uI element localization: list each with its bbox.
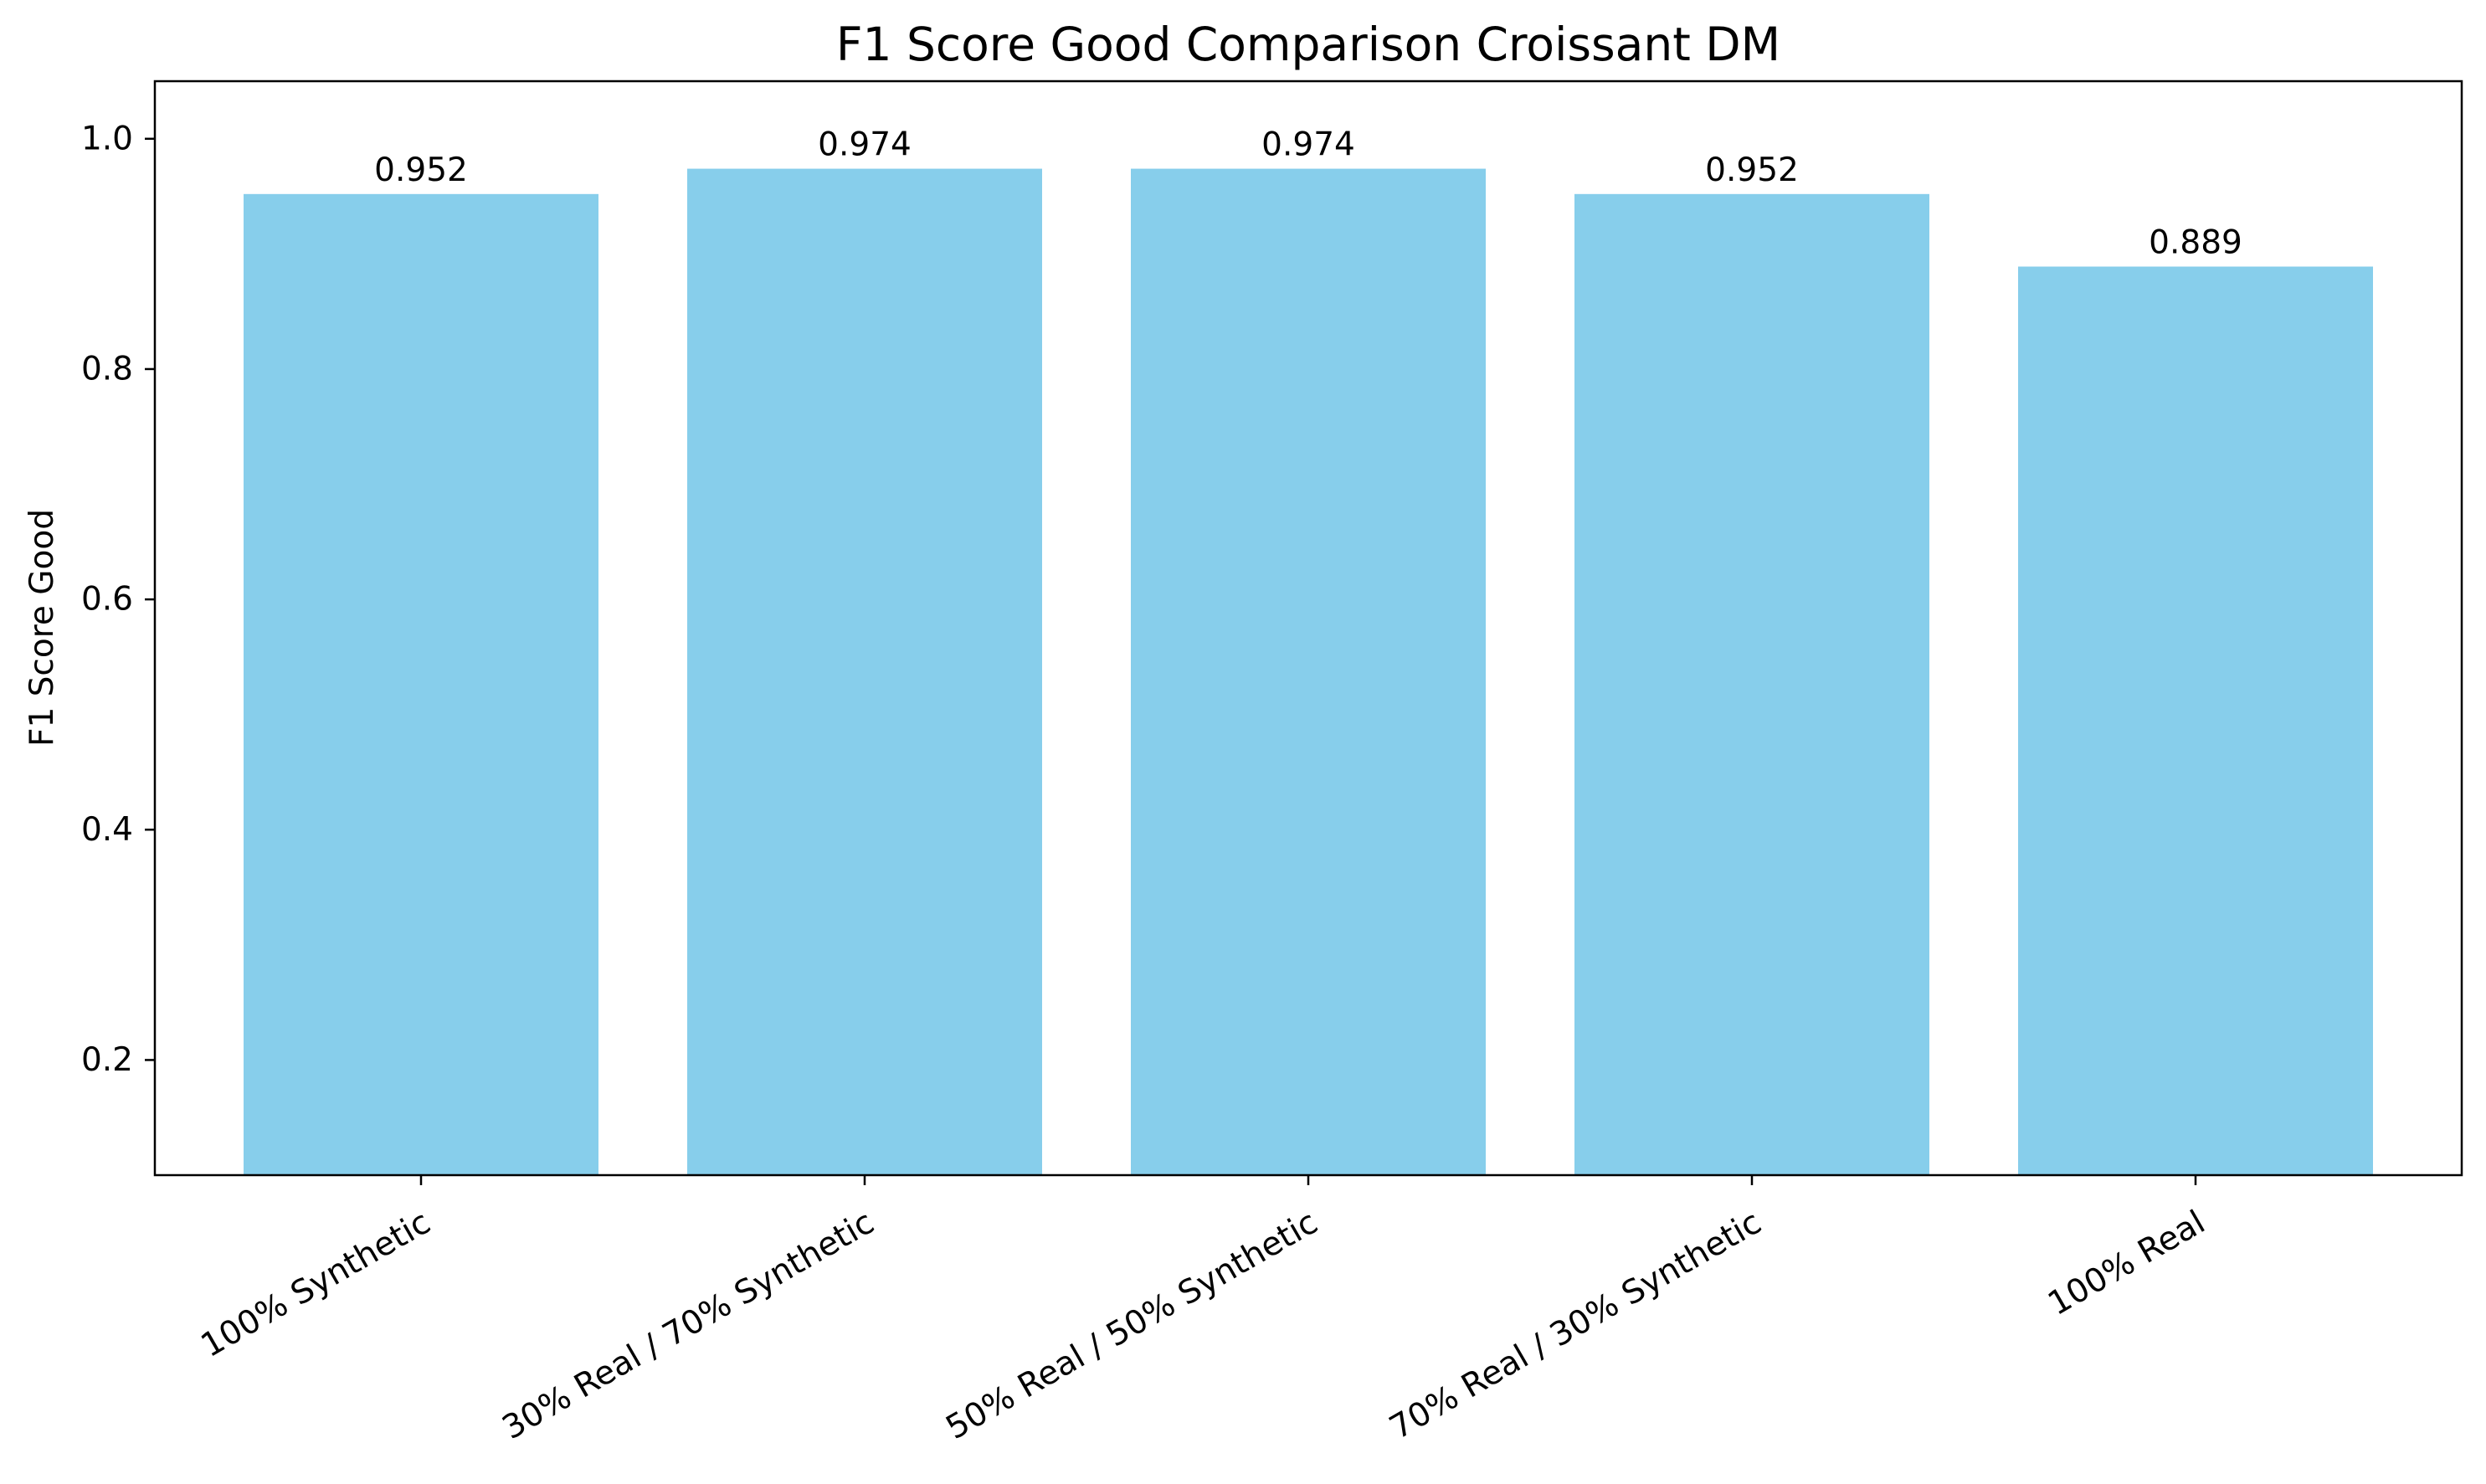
bars-group bbox=[244, 168, 2373, 1176]
bar-1 bbox=[687, 168, 1042, 1175]
y-axis: 0.2 0.4 0.6 0.8 1.0 bbox=[81, 120, 155, 1079]
y-tick-label-0: 0.2 bbox=[81, 1041, 133, 1079]
bar-4 bbox=[2018, 266, 2373, 1176]
bar-0 bbox=[244, 193, 598, 1175]
y-tick-label-1: 0.4 bbox=[81, 811, 133, 849]
data-labels-group: 0.952 0.974 0.974 0.952 0.889 bbox=[374, 126, 2242, 262]
y-tick-label-4: 1.0 bbox=[81, 120, 133, 157]
data-label-0: 0.952 bbox=[374, 151, 468, 189]
chart-title: F1 Score Good Comparison Croissant DM bbox=[836, 18, 1780, 71]
y-axis-label: F1 Score Good bbox=[23, 509, 61, 747]
data-label-3: 0.952 bbox=[1705, 151, 1799, 189]
bar-2 bbox=[1131, 168, 1486, 1175]
y-tick-label-3: 0.8 bbox=[81, 350, 133, 388]
y-tick-label-2: 0.6 bbox=[81, 581, 133, 619]
bar-3 bbox=[1574, 193, 1929, 1175]
data-label-4: 0.889 bbox=[2149, 224, 2242, 262]
data-label-1: 0.974 bbox=[818, 126, 912, 164]
data-label-2: 0.974 bbox=[1261, 126, 1355, 164]
